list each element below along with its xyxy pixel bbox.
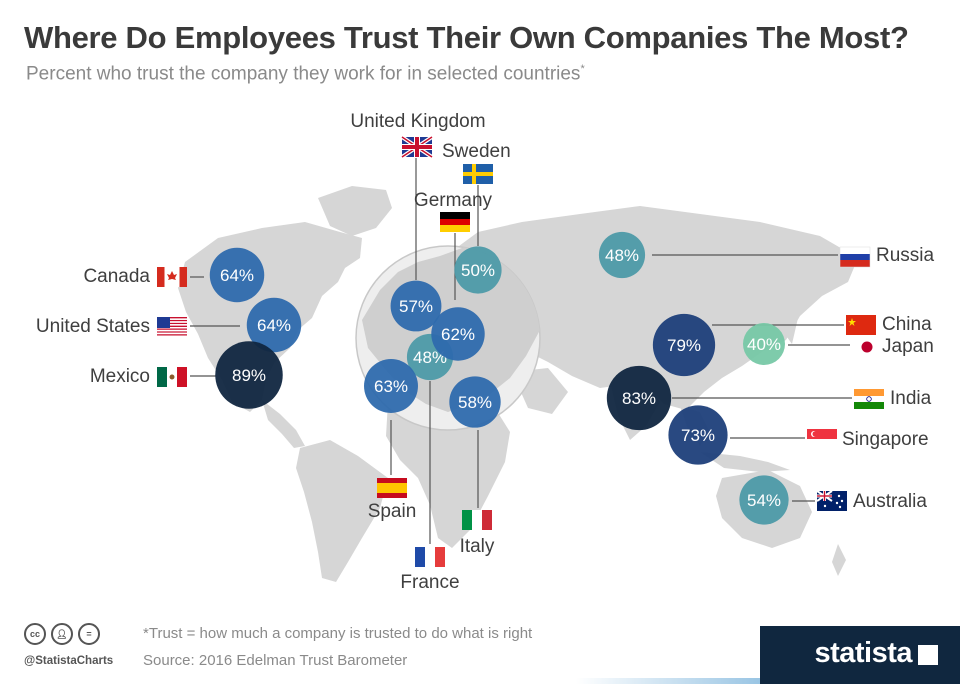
footer-accent-stripe: [0, 678, 960, 684]
country-label-germany: Germany: [414, 190, 493, 211]
country-label-china: China: [882, 314, 932, 335]
bubble-value-france: 48%: [413, 348, 447, 367]
bubble-india: [606, 365, 672, 431]
country-label-france: France: [400, 572, 459, 593]
chart-title: Where Do Employees Trust Their Own Compa…: [24, 20, 909, 55]
statista-logo-text: statista: [814, 637, 912, 669]
statista-handle: @StatistaCharts: [24, 655, 114, 667]
bubble-value-india: 83%: [622, 389, 656, 408]
flag-japan-icon: [852, 337, 882, 357]
bubble-united-kingdom: [390, 280, 442, 332]
country-label-australia: Australia: [853, 491, 927, 512]
flag-canada-icon: [157, 267, 187, 287]
bubble-singapore: [668, 405, 728, 465]
flag-united-kingdom-icon: [400, 135, 434, 159]
flag-italy-icon: [462, 510, 492, 530]
bubble-mexico: [215, 341, 283, 409]
bubble-sweden: [454, 246, 502, 294]
country-label-india: India: [890, 388, 932, 409]
flag-germany-icon: [440, 212, 470, 232]
bubbles-layer: 48% 40% 64% 64% 89% 79% 83% 73% 54% 57% 50% 48% 63% 5…: [209, 231, 789, 525]
bubble-value-singapore: 73%: [681, 426, 715, 445]
bubble-spain: [364, 359, 418, 413]
bubble-value-sweden: 50%: [461, 261, 495, 280]
leader-lines: [190, 158, 852, 544]
flag-mexico-icon: [157, 367, 187, 387]
greenland-landmass: [318, 186, 392, 236]
flag-sweden-icon: [463, 164, 493, 184]
country-label-sweden: Sweden: [442, 141, 511, 162]
bubble-australia: [739, 475, 789, 525]
chart-subtitle: Percent who trust the company they work …: [26, 63, 585, 85]
eurasia-landmass: [440, 206, 858, 410]
bubble-value-italy: 58%: [458, 393, 492, 412]
bubble-value-japan: 40%: [747, 335, 781, 354]
bubble-value-russia: 48%: [605, 246, 639, 265]
country-label-japan: Japan: [882, 336, 934, 357]
bubble-united-states: [246, 297, 302, 353]
bubble-italy: [449, 376, 501, 428]
flag-united-states-icon: [157, 317, 187, 337]
country-label-singapore: Singapore: [842, 429, 929, 450]
flag-spain-icon: [377, 478, 407, 498]
statista-logo-mark: [918, 645, 938, 665]
bubble-japan: [743, 323, 785, 365]
bubble-value-united-kingdom: 57%: [399, 297, 433, 316]
new-zealand-landmass: [832, 544, 846, 576]
bubble-germany: [431, 307, 485, 361]
country-label-spain: Spain: [368, 501, 417, 522]
subtitle-text: Percent who trust the company they work …: [26, 63, 581, 85]
bubble-value-australia: 54%: [747, 491, 781, 510]
country-label-united-states: United States: [36, 316, 150, 337]
subtitle-footnote-marker: *: [580, 63, 585, 75]
flag-france-icon: [415, 547, 445, 567]
footnote: *Trust = how much a company is trusted t…: [143, 625, 533, 642]
flag-australia-icon: [816, 490, 847, 511]
bubble-value-united-states: 64%: [257, 316, 291, 335]
country-label-united-kingdom: United Kingdom: [350, 111, 485, 132]
country-label-mexico: Mexico: [90, 366, 150, 387]
by-icon: 👤︎: [51, 623, 73, 645]
bubble-value-china: 79%: [667, 336, 701, 355]
central-america-landmass: [262, 400, 305, 448]
bubble-value-canada: 64%: [220, 266, 254, 285]
flag-russia-icon: [839, 246, 871, 268]
bubble-value-spain: 63%: [374, 377, 408, 396]
bubble-russia: [598, 231, 646, 279]
nd-icon: =: [78, 623, 100, 645]
bubble-china: [652, 313, 716, 377]
country-label-italy: Italy: [460, 536, 495, 557]
bubble-value-mexico: 89%: [232, 366, 266, 385]
south-america-landmass: [296, 440, 388, 582]
japan-landmass: [782, 300, 798, 344]
flag-india-icon: [854, 389, 884, 409]
cc-icon: cc: [24, 623, 46, 645]
bubble-canada: [209, 247, 265, 303]
license-icons: cc 👤︎ =: [24, 623, 100, 645]
country-label-russia: Russia: [876, 245, 935, 266]
source-line: Source: 2016 Edelman Trust Barometer: [143, 652, 408, 669]
flag-singapore-icon: [807, 429, 837, 449]
bubble-value-germany: 62%: [441, 325, 475, 344]
indonesia-landmass: [700, 452, 790, 472]
labels-layer: Canada United States Mexico United Kingdom S…: [36, 111, 935, 593]
flag-china-icon: [846, 315, 876, 335]
country-label-canada: Canada: [83, 266, 150, 287]
